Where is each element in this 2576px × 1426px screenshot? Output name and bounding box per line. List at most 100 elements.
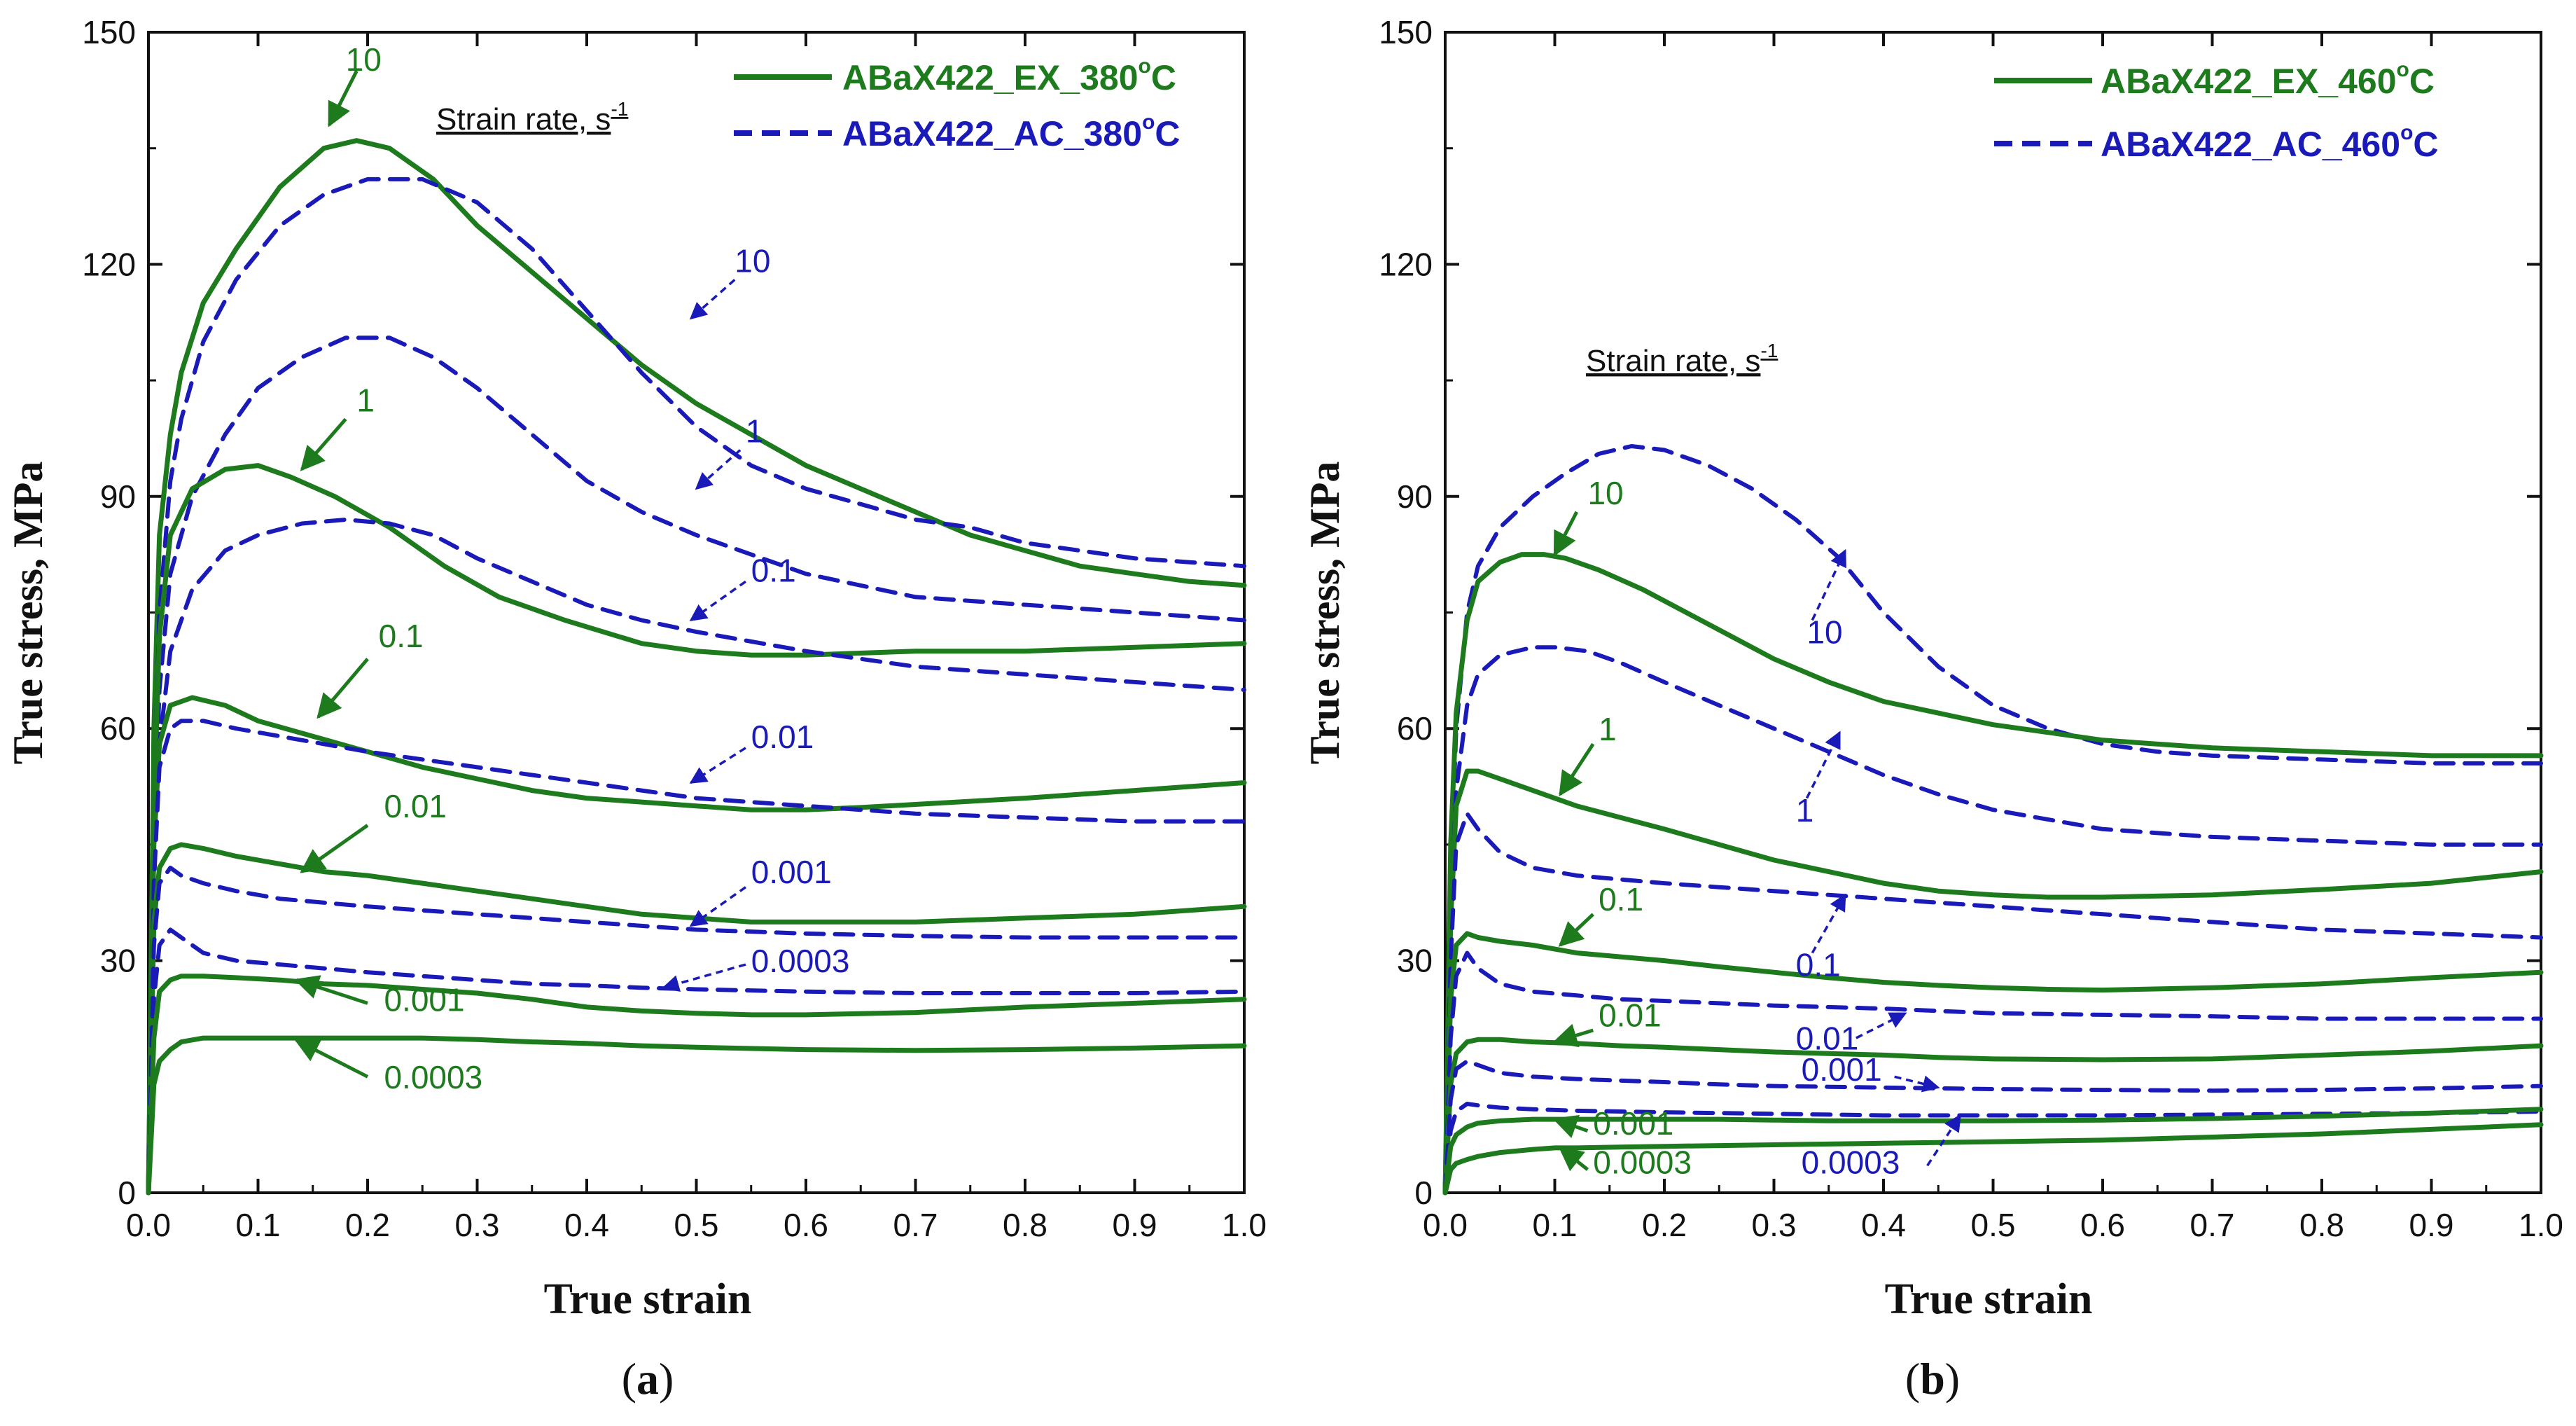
annotation-arrow bbox=[695, 449, 742, 490]
series-line-ex-0-001 bbox=[1442, 1107, 2544, 1196]
annotation-label: 10 bbox=[1806, 614, 1842, 651]
series-line-ex-0-1 bbox=[146, 695, 1247, 1196]
x-tick-label: 0.3 bbox=[1752, 1207, 1797, 1243]
series-line-ex-0-01 bbox=[1442, 1037, 2544, 1196]
annotation-arrow bbox=[1553, 511, 1579, 557]
series-line-ac-10 bbox=[1443, 444, 2543, 1195]
x-tick-label: 0.5 bbox=[1971, 1207, 2016, 1243]
annotation-label: 1 bbox=[746, 413, 764, 449]
annotation-label: 1 bbox=[1796, 792, 1814, 829]
series-line-ac-0-01 bbox=[146, 719, 1246, 1195]
legend-ac-label: ABaX422_AC_460oC bbox=[2101, 121, 2439, 164]
series-line-ex-1 bbox=[146, 463, 1247, 1196]
y-axis-title-text: True stress, MPa bbox=[5, 462, 51, 765]
annotation-label: 0.001 bbox=[1593, 1105, 1673, 1142]
x-axis-title: True strain bbox=[544, 1275, 752, 1323]
annotation-arrow bbox=[1552, 1023, 1594, 1048]
y-tick-label: 90 bbox=[100, 478, 136, 515]
series-line-ex-10 bbox=[1442, 552, 2544, 1196]
y-tick-label: 60 bbox=[100, 710, 136, 747]
x-tick-label: 0.6 bbox=[2080, 1207, 2125, 1243]
annotation-arrow bbox=[316, 658, 369, 719]
series-line-ac-1 bbox=[1443, 645, 2543, 1195]
annotation-label: 0.1 bbox=[751, 552, 796, 588]
annotation-label: 0.1 bbox=[1599, 881, 1643, 918]
annotation-arrow bbox=[662, 963, 746, 992]
series-line-ac-0-1 bbox=[146, 517, 1246, 1195]
annotation-label: 1 bbox=[356, 382, 375, 418]
x-tick-label: 0.4 bbox=[564, 1207, 609, 1243]
annotation-arrow bbox=[1894, 1075, 1940, 1093]
annotation-arrow bbox=[1856, 1012, 1907, 1039]
annotation-arrow bbox=[300, 824, 369, 873]
y-tick-label: 0 bbox=[118, 1175, 136, 1211]
y-tick-label: 90 bbox=[1397, 478, 1433, 515]
series-line-ex-0-1 bbox=[1442, 931, 2544, 1196]
x-tick-label: 0.1 bbox=[1533, 1207, 1578, 1243]
annotation-arrow bbox=[1552, 1115, 1589, 1139]
annotation-label: 0.0003 bbox=[1593, 1144, 1692, 1180]
annotation-arrow bbox=[300, 417, 347, 471]
annotation-label: 10 bbox=[734, 242, 770, 279]
series-line-ex-1 bbox=[1442, 768, 2544, 1196]
annotation-label: 10 bbox=[346, 41, 382, 78]
annotation-arrow bbox=[293, 975, 368, 1005]
series-line-ex-10 bbox=[146, 138, 1247, 1196]
legend-ex-label: ABaX422_EX_380oC bbox=[842, 55, 1176, 97]
series-line-ac-0-0003 bbox=[146, 927, 1246, 1195]
y-tick-label: 150 bbox=[82, 14, 136, 50]
y-tick-label: 150 bbox=[1379, 14, 1433, 50]
x-tick-label: 1.0 bbox=[2519, 1207, 2563, 1243]
y-tick-label: 30 bbox=[100, 943, 136, 979]
annotation-label: 1 bbox=[1599, 711, 1617, 747]
x-tick-label: 0.2 bbox=[1642, 1207, 1687, 1243]
annotation-label: 0.001 bbox=[751, 854, 832, 890]
legend-ex-label: ABaX422_EX_460oC bbox=[2101, 58, 2435, 101]
x-tick-label: 0.8 bbox=[2299, 1207, 2344, 1243]
annotation-arrow bbox=[689, 580, 746, 621]
x-axis-title: True strain bbox=[1885, 1275, 2093, 1323]
x-tick-label: 0.3 bbox=[455, 1207, 500, 1243]
y-axis-title: True stress, MPa bbox=[5, 462, 51, 765]
annotation-label: 0.01 bbox=[751, 719, 814, 755]
x-tick-label: 0.9 bbox=[2409, 1207, 2454, 1243]
y-tick-label: 120 bbox=[82, 246, 136, 282]
series-line-ex-0-01 bbox=[146, 842, 1247, 1196]
chart-panel-a: True stress, MPa True strain Strain rate… bbox=[5, 14, 1267, 1404]
legend-ac-label: ABaX422_AC_380oC bbox=[842, 111, 1181, 153]
x-tick-label: 0.7 bbox=[2190, 1207, 2235, 1243]
y-tick-label: 60 bbox=[1397, 710, 1433, 747]
annotation-label: 0.01 bbox=[1796, 1020, 1859, 1057]
annotation-arrow bbox=[1811, 893, 1846, 954]
strain-rate-title: Strain rate, s-1 bbox=[436, 98, 628, 137]
annotation-arrow bbox=[1558, 913, 1594, 947]
annotation-label: 0.0003 bbox=[1802, 1144, 1900, 1180]
legend: ABaX422_EX_460oC ABaX422_AC_460oC bbox=[1994, 58, 2439, 164]
series-line-ac-0-1 bbox=[1443, 811, 2543, 1195]
series-line-ac-10 bbox=[146, 176, 1246, 1195]
x-tick-label: 0.4 bbox=[1861, 1207, 1906, 1243]
strain-rate-title: Strain rate, s-1 bbox=[1586, 340, 1778, 378]
annotation-label: 0.01 bbox=[1599, 997, 1662, 1033]
annotation-label: 0.0003 bbox=[751, 943, 850, 979]
annotation-arrow bbox=[327, 70, 358, 127]
legend: ABaX422_EX_380oC ABaX422_AC_380oC bbox=[734, 55, 1181, 153]
annotation-label: 0.1 bbox=[379, 618, 424, 654]
series-line-ac-0-01 bbox=[1443, 950, 2543, 1195]
y-axis-title-text: True stress, MPa bbox=[1302, 462, 1348, 765]
y-axis-title: True stress, MPa bbox=[1302, 462, 1348, 765]
series-line-ac-1 bbox=[146, 335, 1246, 1195]
x-tick-label: 0.0 bbox=[126, 1207, 171, 1243]
annotation-arrow bbox=[1805, 731, 1841, 799]
series-line-ex-0-0003 bbox=[146, 1035, 1247, 1196]
annotation-arrow bbox=[689, 747, 746, 784]
annotation-arrow bbox=[1811, 548, 1846, 621]
panel-label: (b) bbox=[1905, 1354, 1960, 1404]
y-tick-label: 120 bbox=[1379, 246, 1433, 282]
x-tick-label: 0.5 bbox=[674, 1207, 719, 1243]
annotation-label: 10 bbox=[1587, 475, 1623, 511]
annotation-label: 0.001 bbox=[384, 981, 464, 1018]
series-line-ac-0-001 bbox=[146, 866, 1246, 1195]
x-tick-label: 0.2 bbox=[345, 1207, 390, 1243]
